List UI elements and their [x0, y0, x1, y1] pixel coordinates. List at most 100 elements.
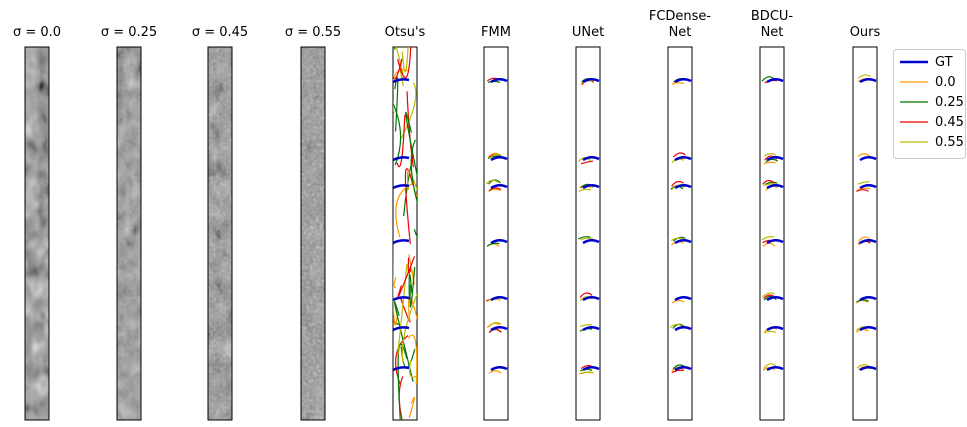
- prediction-curve: [764, 181, 778, 185]
- prediction-curve: [486, 242, 500, 247]
- gt-curve: [582, 296, 600, 302]
- prediction-curve: [765, 158, 779, 163]
- prediction-curve: [395, 47, 404, 79]
- panel-title: Ours: [850, 25, 881, 40]
- legend-label: 0.45: [935, 115, 964, 130]
- panel-title: BDCU-: [751, 9, 794, 24]
- panel-frame: [667, 46, 693, 421]
- panel-frame: [575, 46, 601, 421]
- prediction-curve: [577, 236, 591, 240]
- gt-curve: [674, 184, 692, 190]
- gt-curve: [393, 326, 410, 332]
- prediction-curve: [763, 295, 777, 301]
- prediction-curve: [580, 237, 593, 241]
- prediction-curve: [407, 334, 417, 385]
- prediction-curve: [671, 82, 685, 85]
- panel-border: [116, 46, 142, 421]
- gt-curve: [766, 326, 784, 332]
- prediction-curve: [763, 183, 776, 187]
- prediction-curve: [408, 359, 417, 378]
- gt-curve: [674, 366, 692, 372]
- prediction-curve: [578, 188, 592, 192]
- prediction-curve: [404, 168, 414, 245]
- panel-curves: [577, 78, 600, 375]
- panel-border: [24, 46, 50, 421]
- prediction-curve: [401, 292, 417, 363]
- prediction-curve: [581, 371, 594, 375]
- gt-curve: [859, 156, 877, 162]
- prediction-curve: [405, 111, 417, 179]
- prediction-curve: [393, 245, 398, 326]
- panel-frame: [483, 46, 509, 421]
- gt-curve: [859, 239, 877, 245]
- panel-title: Otsu's: [385, 25, 426, 40]
- prediction-curve: [408, 273, 413, 301]
- gt-curve: [490, 239, 508, 245]
- panel-title: σ = 0.0: [13, 25, 61, 40]
- gt-curve: [490, 156, 508, 162]
- prediction-curve: [393, 276, 397, 289]
- gt-curve: [582, 239, 600, 245]
- gt-curve: [393, 239, 410, 245]
- prediction-curve: [671, 180, 684, 187]
- gt-curve: [766, 184, 784, 190]
- panel-title: σ = 0.25: [101, 25, 157, 40]
- panel-curves: [669, 78, 692, 374]
- panel-curves: [393, 47, 417, 420]
- legend-label: GT: [935, 55, 953, 70]
- gt-curve: [393, 156, 410, 162]
- image-noise: [301, 47, 325, 420]
- gt-curve: [582, 366, 600, 372]
- gt-curve: [859, 296, 877, 302]
- panel-title: Net: [669, 25, 692, 40]
- image-noise: [117, 47, 141, 420]
- prediction-curve: [762, 292, 775, 298]
- prediction-curve: [393, 317, 400, 325]
- prediction-curve: [397, 47, 412, 79]
- image-noise: [208, 47, 232, 420]
- panel-curves: [761, 76, 784, 372]
- prediction-curve: [488, 187, 502, 192]
- prediction-curve: [488, 370, 502, 374]
- gt-curve: [766, 156, 784, 162]
- prediction-curve: [409, 267, 416, 308]
- prediction-curve: [408, 254, 415, 285]
- prediction-curve: [413, 229, 417, 238]
- gt-curve: [766, 366, 784, 372]
- legend-box: [893, 49, 966, 159]
- prediction-curve: [856, 364, 870, 369]
- gt-curve: [490, 326, 508, 332]
- gt-curve: [766, 239, 784, 245]
- gt-curve: [674, 78, 692, 84]
- panel-border: [207, 46, 233, 421]
- prediction-curve: [579, 324, 593, 327]
- prediction-curve: [393, 58, 403, 80]
- prediction-curve: [485, 179, 499, 185]
- panel-title: σ = 0.45: [192, 25, 248, 40]
- prediction-curve: [488, 322, 502, 327]
- prediction-curve: [857, 187, 870, 191]
- gt-curve: [766, 78, 784, 84]
- prediction-curve: [671, 299, 685, 304]
- prediction-curve: [407, 295, 417, 322]
- gt-curve: [490, 78, 508, 84]
- prediction-curve: [761, 236, 775, 241]
- prediction-curve: [579, 292, 593, 298]
- gt-curve: [859, 326, 877, 332]
- prediction-curve: [762, 179, 776, 185]
- prediction-curve: [857, 153, 871, 158]
- legend-label: 0.0: [935, 75, 956, 90]
- gt-curve: [582, 326, 600, 332]
- prediction-curve: [487, 155, 500, 159]
- image-noise: [25, 47, 49, 420]
- gt-curve: [674, 296, 692, 302]
- prediction-curve: [397, 256, 416, 298]
- gt-curve: [766, 296, 784, 302]
- gt-curve: [490, 366, 508, 372]
- prediction-curve: [858, 74, 871, 79]
- gt-curve: [674, 326, 692, 332]
- prediction-curve: [857, 180, 870, 185]
- prediction-curve: [671, 369, 684, 374]
- panel-title: UNet: [572, 25, 604, 40]
